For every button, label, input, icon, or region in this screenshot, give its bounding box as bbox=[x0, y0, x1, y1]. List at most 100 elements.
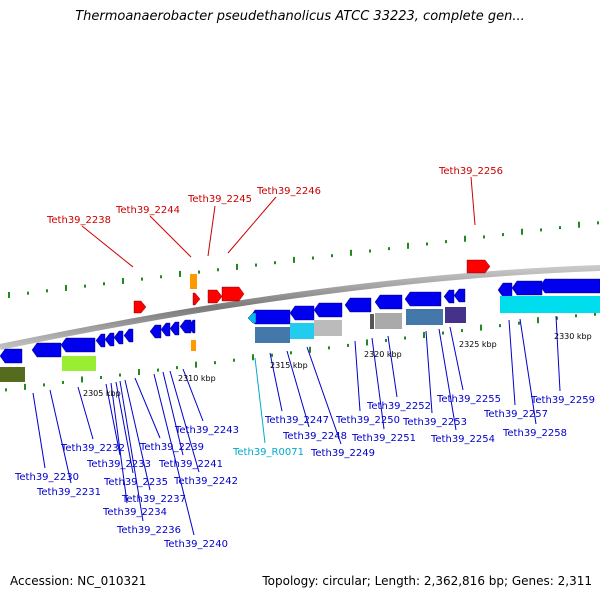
gene-label-teth39-2257[interactable]: Teth39_2257 bbox=[483, 409, 548, 420]
gene-label-teth39-2231[interactable]: Teth39_2231 bbox=[36, 487, 101, 498]
lower-tick-mark bbox=[518, 321, 520, 325]
gene-teth39-2234 bbox=[104, 332, 115, 347]
leader-teth39-2249 bbox=[306, 346, 342, 445]
gene-label-teth39-2236[interactable]: Teth39_2236 bbox=[116, 525, 181, 536]
lower-tick-mark bbox=[404, 336, 406, 340]
upper-tick-mark bbox=[331, 254, 333, 258]
upper-tick-mark bbox=[578, 221, 580, 228]
gene-teth39-r0071 bbox=[247, 312, 257, 324]
lower-tick-mark bbox=[499, 324, 501, 328]
gene-label-teth39-2259[interactable]: Teth39_2259 bbox=[530, 395, 595, 406]
gene-label-teth39-2241[interactable]: Teth39_2241 bbox=[158, 459, 223, 470]
upper-tick-mark bbox=[312, 256, 314, 260]
gene-label-teth39-2232[interactable]: Teth39_2232 bbox=[60, 443, 125, 454]
domain-bar-cyan bbox=[290, 323, 314, 339]
accession-text: Accession: NC_010321 bbox=[10, 574, 147, 588]
domain-bar-steel bbox=[255, 327, 290, 343]
gene-label-teth39-2249[interactable]: Teth39_2249 bbox=[310, 448, 375, 459]
leader-teth39-2235 bbox=[115, 381, 134, 474]
domain-bar-dark bbox=[370, 314, 374, 329]
leader-teth39-2252 bbox=[387, 335, 398, 398]
gene-label-teth39-2250[interactable]: Teth39_2250 bbox=[335, 415, 400, 426]
gene-label-teth39-2243[interactable]: Teth39_2243 bbox=[174, 425, 239, 436]
gene-label-teth39-2238[interactable]: Teth39_2238 bbox=[46, 215, 111, 226]
upper-tick-mark bbox=[217, 268, 219, 272]
gene-teth39-2252 bbox=[404, 291, 442, 307]
upper-tick-mark bbox=[445, 240, 447, 244]
gene-teth39-2259 bbox=[539, 278, 600, 294]
upper-tick-mark bbox=[464, 235, 466, 242]
upper-tick-mark bbox=[350, 249, 352, 256]
gene-teth39-2257 bbox=[497, 282, 513, 298]
gene-teth39-2256 bbox=[466, 259, 491, 274]
leader-teth39-2244 bbox=[149, 215, 192, 258]
lower-tick-mark bbox=[43, 383, 45, 387]
gene-teth39-2248 bbox=[289, 305, 315, 321]
gene-label-teth39-2248[interactable]: Teth39_2248 bbox=[282, 431, 347, 442]
upper-tick-mark bbox=[84, 284, 86, 288]
gene-label-teth39-2255[interactable]: Teth39_2255 bbox=[436, 394, 501, 405]
gene-label-teth39-2253[interactable]: Teth39_2253 bbox=[402, 417, 467, 428]
gene-label-teth39-2247[interactable]: Teth39_2247 bbox=[264, 415, 329, 426]
gene-teth39-2243 bbox=[187, 319, 196, 334]
lower-tick-mark bbox=[5, 388, 7, 392]
leader-teth39-2233 bbox=[105, 383, 121, 456]
lower-tick-mark bbox=[328, 346, 330, 350]
gene-label-teth39-r0071[interactable]: Teth39_R0071 bbox=[232, 447, 304, 458]
gene-teth39-2239 bbox=[149, 324, 162, 339]
gene-teth39-2245 bbox=[207, 289, 223, 304]
gene-label-teth39-2234[interactable]: Teth39_2234 bbox=[102, 507, 167, 518]
domain-bar-aqua bbox=[500, 296, 600, 313]
lower-tick-mark bbox=[119, 373, 121, 377]
gene-label-teth39-2246[interactable]: Teth39_2246 bbox=[256, 186, 321, 197]
upper-tick-mark bbox=[141, 277, 143, 281]
gene-teth39-2244 bbox=[192, 292, 201, 306]
gene-label-teth39-2254[interactable]: Teth39_2254 bbox=[430, 434, 495, 445]
upper-tick-mark bbox=[597, 221, 599, 225]
gene-label-teth39-2251[interactable]: Teth39_2251 bbox=[351, 433, 416, 444]
lower-tick-mark bbox=[233, 358, 235, 362]
lower-tick-mark bbox=[575, 314, 577, 318]
upper-tick-mark bbox=[27, 291, 29, 295]
gene-label-teth39-2240[interactable]: Teth39_2240 bbox=[163, 539, 228, 550]
lower-tick-mark bbox=[556, 316, 558, 320]
leader-teth39-2257 bbox=[508, 319, 516, 406]
gene-labels: Teth39_2238 Teth39_2244 Teth39_2245 Teth… bbox=[14, 166, 595, 550]
label-leader-lines bbox=[32, 176, 561, 536]
leader-teth39-2243 bbox=[182, 368, 204, 422]
leader-teth39-2237 bbox=[124, 379, 151, 491]
gene-label-teth39-2230[interactable]: Teth39_2230 bbox=[14, 472, 79, 483]
upper-tick-mark bbox=[198, 270, 200, 274]
domain-bar-steel-2 bbox=[406, 309, 443, 325]
gene-label-teth39-2256[interactable]: Teth39_2256 bbox=[438, 166, 503, 177]
leader-teth39-2231 bbox=[49, 389, 72, 484]
upper-tick-mark bbox=[540, 228, 542, 232]
lower-tick-mark bbox=[480, 324, 482, 331]
upper-tick-mark bbox=[521, 228, 523, 235]
gene-teth39-2242 bbox=[179, 319, 192, 334]
gene-label-teth39-2235[interactable]: Teth39_2235 bbox=[103, 477, 168, 488]
upper-tick-mark bbox=[8, 292, 10, 299]
gene-teth39-2254 bbox=[453, 288, 466, 303]
leader-teth39-2251 bbox=[371, 337, 385, 430]
upper-tick-mark bbox=[274, 261, 276, 265]
gene-label-teth39-2252[interactable]: Teth39_2252 bbox=[366, 401, 431, 412]
gene-teth39-2241 bbox=[169, 321, 180, 336]
lower-tick-mark bbox=[252, 354, 254, 361]
gene-label-teth39-2245[interactable]: Teth39_2245 bbox=[187, 194, 252, 205]
leader-teth39-2247 bbox=[269, 352, 283, 412]
gene-label-teth39-2242[interactable]: Teth39_2242 bbox=[173, 476, 238, 487]
gene-label-teth39-2237[interactable]: Teth39_2237 bbox=[121, 494, 186, 505]
domain-bar-green bbox=[0, 367, 25, 382]
orange-gene-lower bbox=[191, 340, 196, 351]
gene-label-teth39-2258[interactable]: Teth39_2258 bbox=[502, 428, 567, 439]
scale-label-2315: 2315 kbp bbox=[270, 361, 308, 370]
gene-label-teth39-2233[interactable]: Teth39_2233 bbox=[86, 459, 151, 470]
gene-teth39-2233 bbox=[95, 333, 106, 348]
lower-tick-mark bbox=[347, 343, 349, 347]
gene-label-teth39-2239[interactable]: Teth39_2239 bbox=[139, 442, 204, 453]
gene-label-teth39-2244[interactable]: Teth39_2244 bbox=[115, 205, 180, 216]
gene-teth39-2231 bbox=[31, 342, 62, 358]
upper-tick-mark bbox=[369, 249, 371, 253]
